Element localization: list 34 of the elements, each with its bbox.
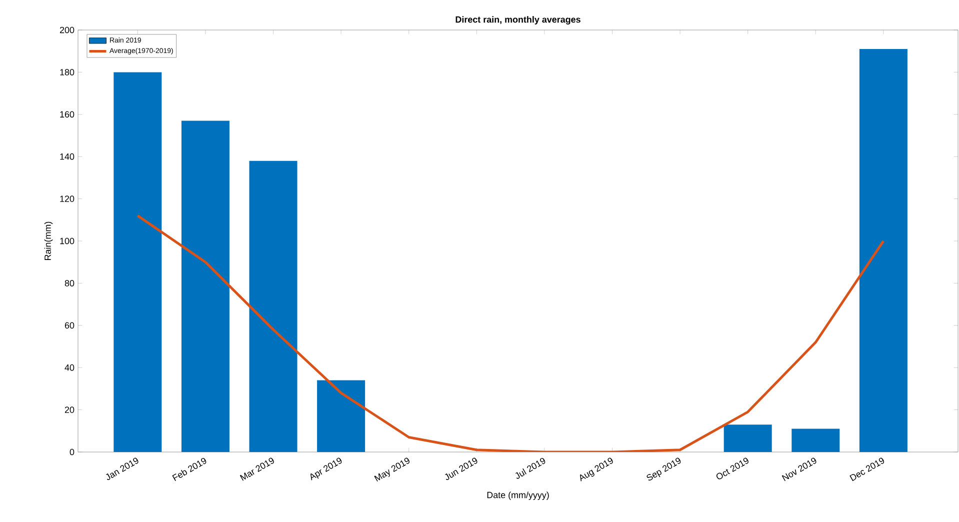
x-tick-label: Jan 2019 xyxy=(106,458,138,480)
chart-title: Direct rain, monthly averages xyxy=(456,16,580,24)
y-tick-label: 160 xyxy=(60,111,74,118)
bar xyxy=(792,428,840,452)
bar xyxy=(859,48,908,452)
y-axis-title: Rain(mm) xyxy=(44,222,53,260)
y-tick-label: 120 xyxy=(60,196,74,202)
x-tick-label: Mar 2019 xyxy=(240,458,274,481)
y-tick-label: 180 xyxy=(60,69,74,76)
x-tick-label: Oct 2019 xyxy=(716,458,748,480)
x-tick-label: Aug 2019 xyxy=(580,458,613,482)
x-tick-label: Feb 2019 xyxy=(172,458,206,482)
y-tick-label: 100 xyxy=(60,238,74,244)
x-tick-label: Jul 2019 xyxy=(516,458,546,479)
y-tick-label: 40 xyxy=(64,364,74,371)
line-series xyxy=(136,214,885,452)
bar xyxy=(724,424,772,452)
y-tick-label: 20 xyxy=(64,406,74,413)
bar xyxy=(114,72,162,452)
x-axis-title: Date (mm/yyyy) xyxy=(487,492,549,500)
bar xyxy=(317,380,366,452)
x-tick-label: Apr 2019 xyxy=(310,458,342,480)
bar xyxy=(249,160,298,452)
x-tick-label: Jun 2019 xyxy=(445,458,478,480)
x-tick-label: Dec 2019 xyxy=(850,458,884,482)
x-tick-label: May 2019 xyxy=(374,458,410,482)
bar xyxy=(181,120,230,452)
y-tick-label: 60 xyxy=(64,322,74,329)
x-tick-label: Sep 2019 xyxy=(646,458,681,481)
y-tick-label: 200 xyxy=(60,26,74,34)
y-tick-label: 80 xyxy=(64,280,74,286)
y-tick-label: 0 xyxy=(70,448,74,456)
x-tick-label: Nov 2019 xyxy=(782,458,816,482)
y-tick-label: 140 xyxy=(60,153,74,160)
